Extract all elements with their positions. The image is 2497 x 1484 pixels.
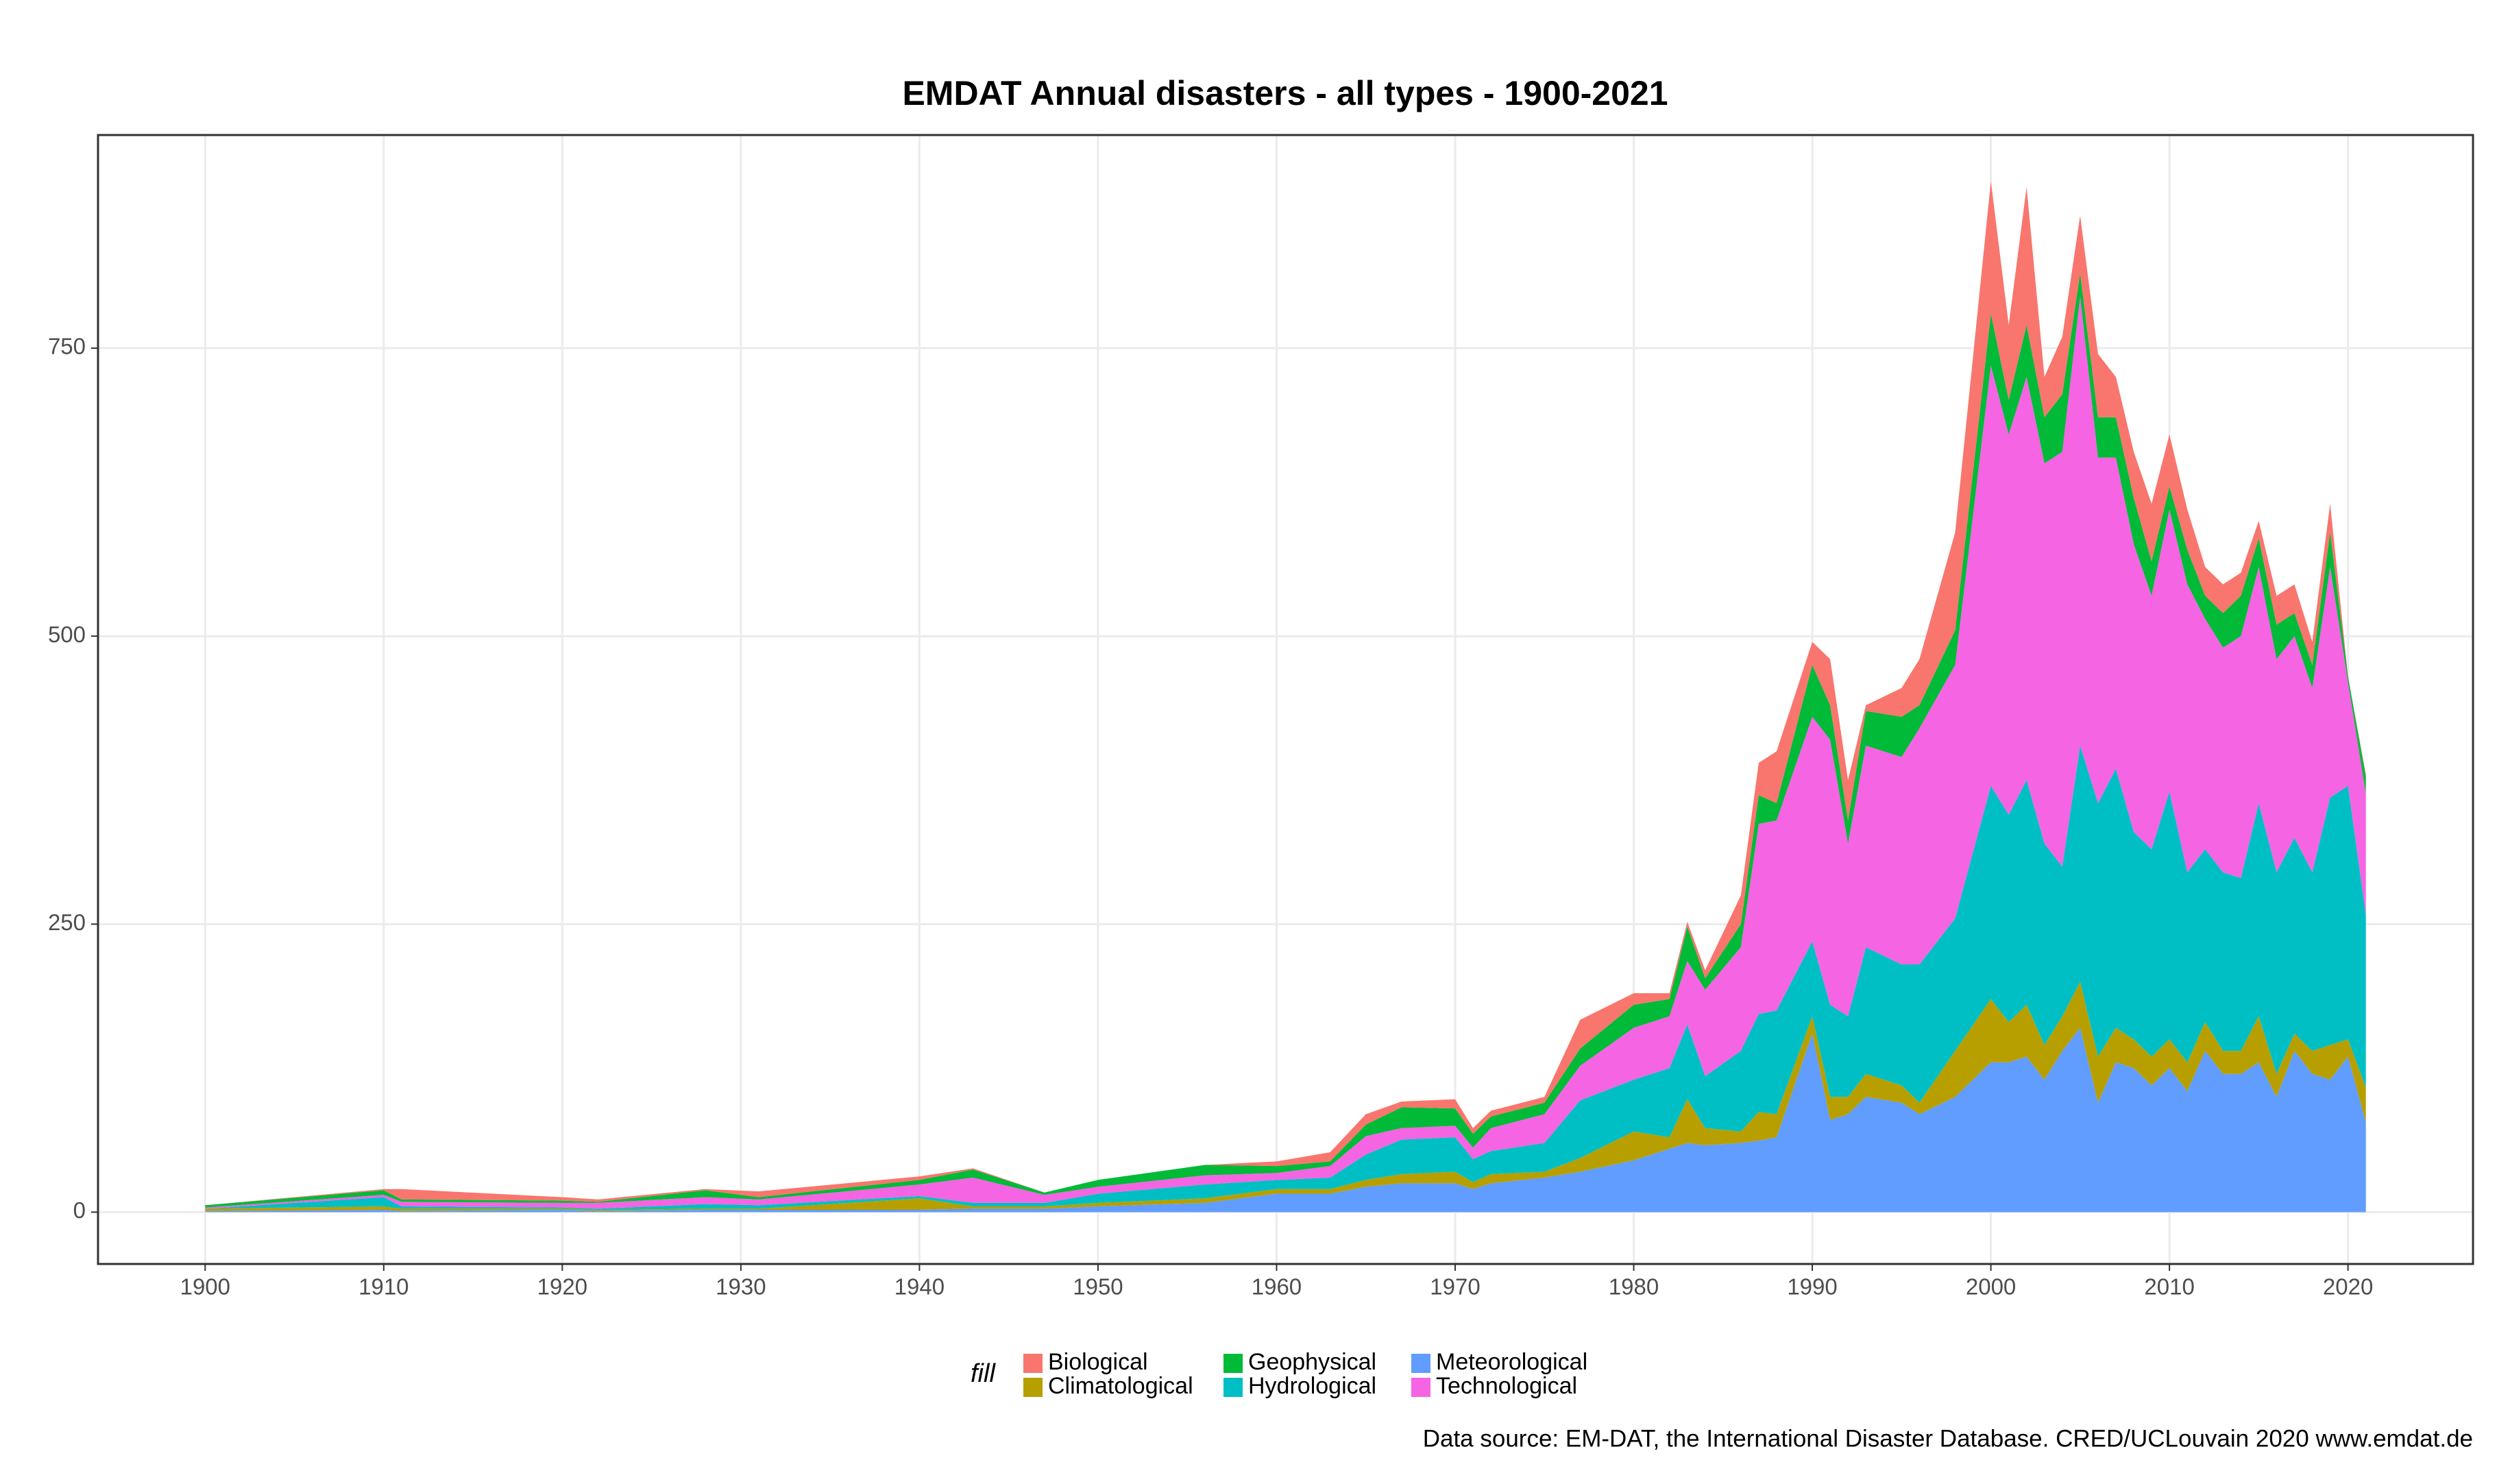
chart-title: EMDAT Annual disasters - all types - 190… <box>902 74 1668 112</box>
legend-label: Hydrological <box>1248 1373 1376 1399</box>
x-tick-label: 2020 <box>2323 1274 2373 1300</box>
y-tick-label: 750 <box>48 334 86 359</box>
x-tick-label: 1920 <box>537 1274 587 1300</box>
legend-label: Meteorological <box>1436 1349 1587 1375</box>
legend-label: Technological <box>1436 1373 1577 1399</box>
legend-title: fill <box>971 1359 996 1388</box>
legend-key <box>1223 1354 1243 1373</box>
x-tick-label: 1910 <box>358 1274 409 1300</box>
x-tick-label: 2010 <box>2144 1274 2194 1300</box>
y-tick-label: 0 <box>73 1197 86 1223</box>
x-tick-label: 1990 <box>1787 1274 1837 1300</box>
x-tick-label: 1960 <box>1252 1274 1302 1300</box>
x-tick-label: 1900 <box>180 1274 230 1300</box>
area <box>205 982 2366 1211</box>
x-tick-label: 1950 <box>1073 1274 1123 1300</box>
x-tick-label: 1970 <box>1430 1274 1480 1300</box>
legend-label: Climatological <box>1048 1373 1193 1399</box>
y-tick-label: 500 <box>48 622 86 647</box>
x-tick-label: 1930 <box>716 1274 766 1300</box>
area <box>205 1027 2366 1213</box>
y-tick-label: 250 <box>48 910 86 935</box>
legend-key <box>1411 1378 1430 1397</box>
legend-key <box>1223 1378 1243 1397</box>
legend-key <box>1023 1378 1043 1397</box>
legend-label: Biological <box>1048 1349 1148 1375</box>
x-tick-label: 1980 <box>1609 1274 1659 1300</box>
x-tick-label: 1940 <box>894 1274 945 1300</box>
x-tick-label: 2000 <box>1966 1274 2016 1300</box>
caption: Data source: EM-DAT, the International D… <box>1423 1425 2473 1452</box>
area <box>205 296 2366 1209</box>
plot-border <box>97 134 2474 1265</box>
legend-label: Geophysical <box>1248 1349 1376 1375</box>
legend-key <box>1023 1354 1043 1373</box>
area <box>205 745 2366 1211</box>
legend-key <box>1411 1354 1430 1373</box>
